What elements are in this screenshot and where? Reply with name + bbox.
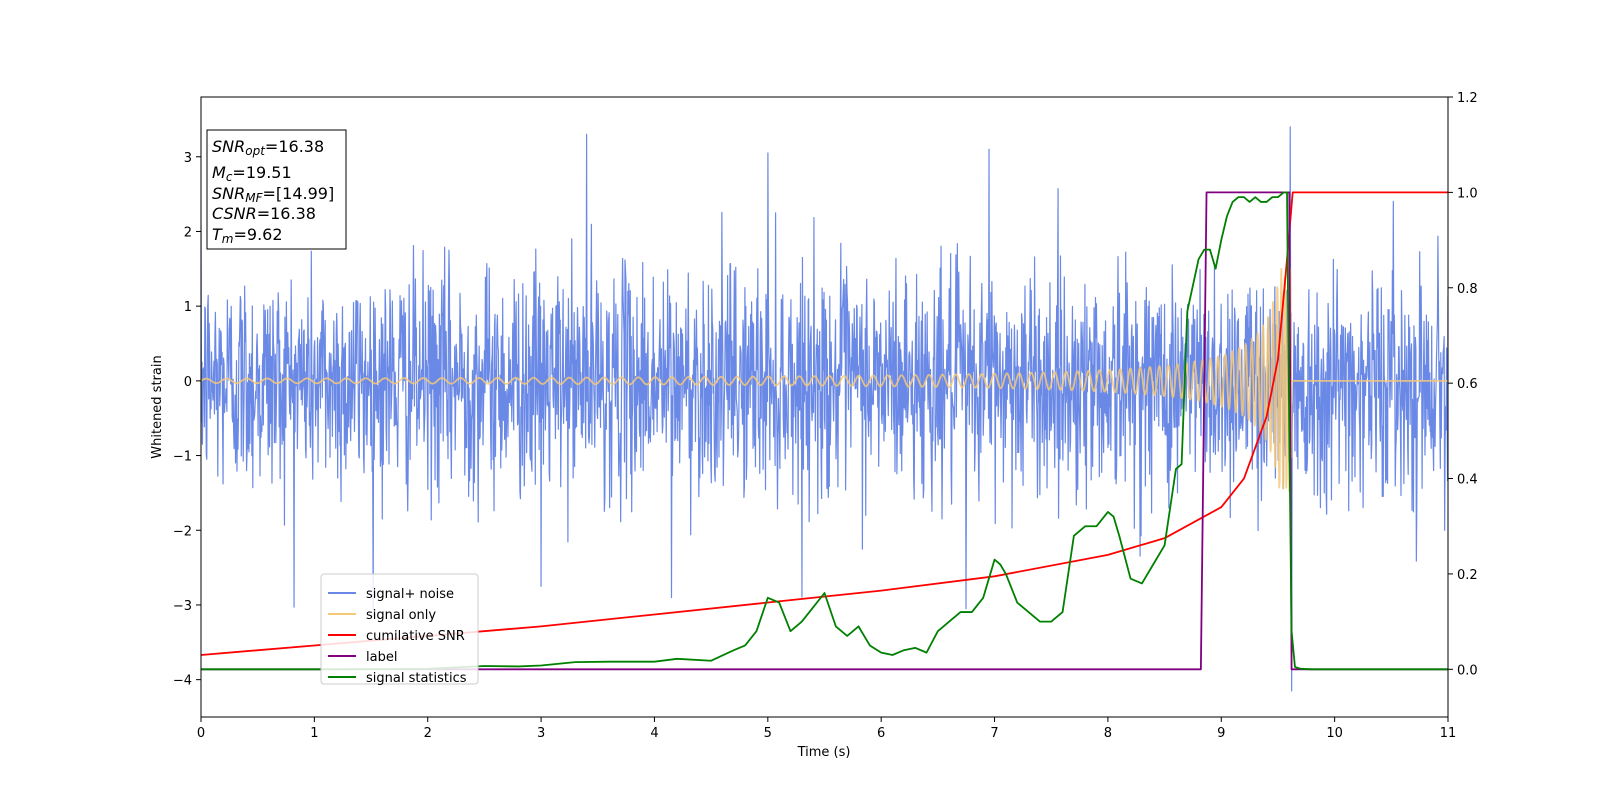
y-right-tick-label-6: 1.2 xyxy=(1457,91,1478,106)
x-tick-label-9: 9 xyxy=(1217,726,1225,741)
y-left-tick-label-5: 1 xyxy=(184,300,192,315)
y-left-tick-label-0: −4 xyxy=(173,674,192,689)
info-box: SNRopt=16.38 Mc=19.51 SNRMF=[14.99] CSNR… xyxy=(206,129,347,250)
legend-frame xyxy=(320,573,479,685)
legend-label-4: signal statistics xyxy=(366,671,467,686)
legend-label-2: cumilative SNR xyxy=(366,629,465,644)
y-left-tick-label-6: 2 xyxy=(184,225,192,240)
y-left-tick-label-1: −3 xyxy=(173,599,192,614)
y-right-tick-label-2: 0.4 xyxy=(1457,473,1478,488)
x-tick-label-0: 0 xyxy=(197,726,205,741)
axes: 0 1 2 3 4 5 6 7 8 9 10 11 −4 −3 −2 −1 0 1 2 3 0.0 0.2 0.4 0.6 0.… xyxy=(173,91,1478,741)
series-line-4 xyxy=(201,191,1448,671)
x-tick-label-3: 3 xyxy=(537,726,545,741)
legend: signal+ noise signal only cumilative SNR la… xyxy=(320,573,479,686)
y-axis-label: Whitened strain xyxy=(150,355,165,458)
y-left-tick-label-3: −1 xyxy=(173,450,192,465)
y-right-tick-label-4: 0.8 xyxy=(1457,282,1478,297)
x-tick-label-8: 8 xyxy=(1104,726,1112,741)
plot-area xyxy=(201,126,1448,692)
y-right-tick-label-1: 0.2 xyxy=(1457,568,1478,583)
legend-label-0: signal+ noise xyxy=(366,587,454,602)
x-tick-label-7: 7 xyxy=(990,726,998,741)
info-snr-mf: SNRMF=[14.99] xyxy=(212,184,334,205)
series-line-0 xyxy=(201,126,1448,692)
info-mc: Mc=19.51 xyxy=(212,163,292,184)
x-tick-label-5: 5 xyxy=(764,726,772,741)
legend-label-1: signal only xyxy=(366,608,436,623)
x-tick-label-2: 2 xyxy=(424,726,432,741)
y-left-tick-label-2: −2 xyxy=(173,524,192,539)
info-tm: Tm=9.62 xyxy=(212,225,283,246)
x-tick-label-1: 1 xyxy=(310,726,318,741)
x-tick-label-6: 6 xyxy=(877,726,885,741)
y-left-tick-label-7: 3 xyxy=(184,151,192,166)
x-tick-label-4: 4 xyxy=(650,726,658,741)
x-tick-label-11: 11 xyxy=(1440,726,1457,741)
x-axis-label: Time (s) xyxy=(797,745,851,760)
legend-label-3: label xyxy=(366,650,397,665)
info-csnr: CSNR=16.38 xyxy=(212,204,316,223)
y-right-tick-label-5: 1.0 xyxy=(1457,186,1478,201)
series-line-2 xyxy=(201,191,1448,656)
x-tick-label-10: 10 xyxy=(1326,726,1343,741)
info-box-frame xyxy=(206,129,347,250)
plot-frame xyxy=(200,96,1449,718)
series-line-1 xyxy=(201,267,1448,493)
y-right-tick-label-3: 0.6 xyxy=(1457,377,1478,392)
y-left-tick-label-4: 0 xyxy=(184,375,192,390)
y-right-tick-label-0: 0.0 xyxy=(1457,663,1478,678)
info-snr-opt: SNRopt=16.38 xyxy=(212,137,324,158)
